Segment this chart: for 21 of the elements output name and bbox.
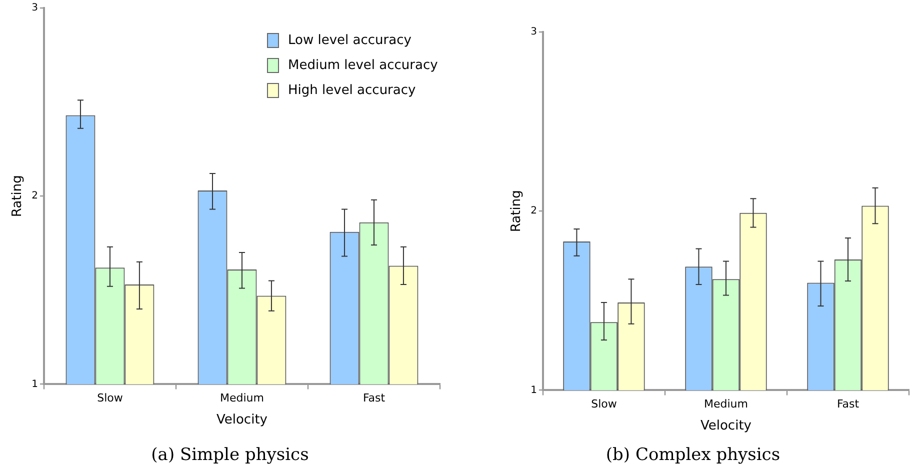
- text: (a) Simple physics: [150, 445, 310, 465]
- x-axis-title: Velocity: [216, 412, 268, 428]
- y-tick-label: 3: [530, 26, 537, 38]
- y-tick-label: 2: [32, 190, 38, 202]
- y-tick-label: 1: [530, 384, 537, 396]
- legend-label: Low level accuracy: [288, 33, 412, 48]
- legend-label: High level accuracy: [288, 83, 416, 98]
- x-tick-label: Slow: [97, 392, 123, 405]
- x-tick-label: Fast: [362, 392, 386, 405]
- y-tick-label: 3: [32, 2, 38, 14]
- y-axis-title: Rating: [509, 190, 524, 232]
- text: (b) Complex physics: [604, 445, 782, 465]
- y-axis-title: Rating: [10, 175, 26, 218]
- x-tick-label: Fast: [836, 398, 860, 411]
- x-axis-title: Velocity: [700, 418, 752, 434]
- x-tick-label: Medium: [220, 392, 264, 405]
- y-tick-label: 2: [530, 206, 537, 217]
- y-tick-label: 1: [32, 378, 38, 390]
- x-tick-label: Slow: [591, 398, 617, 411]
- legend-label: Medium level accuracy: [288, 58, 438, 73]
- x-tick-label: Medium: [704, 398, 748, 411]
